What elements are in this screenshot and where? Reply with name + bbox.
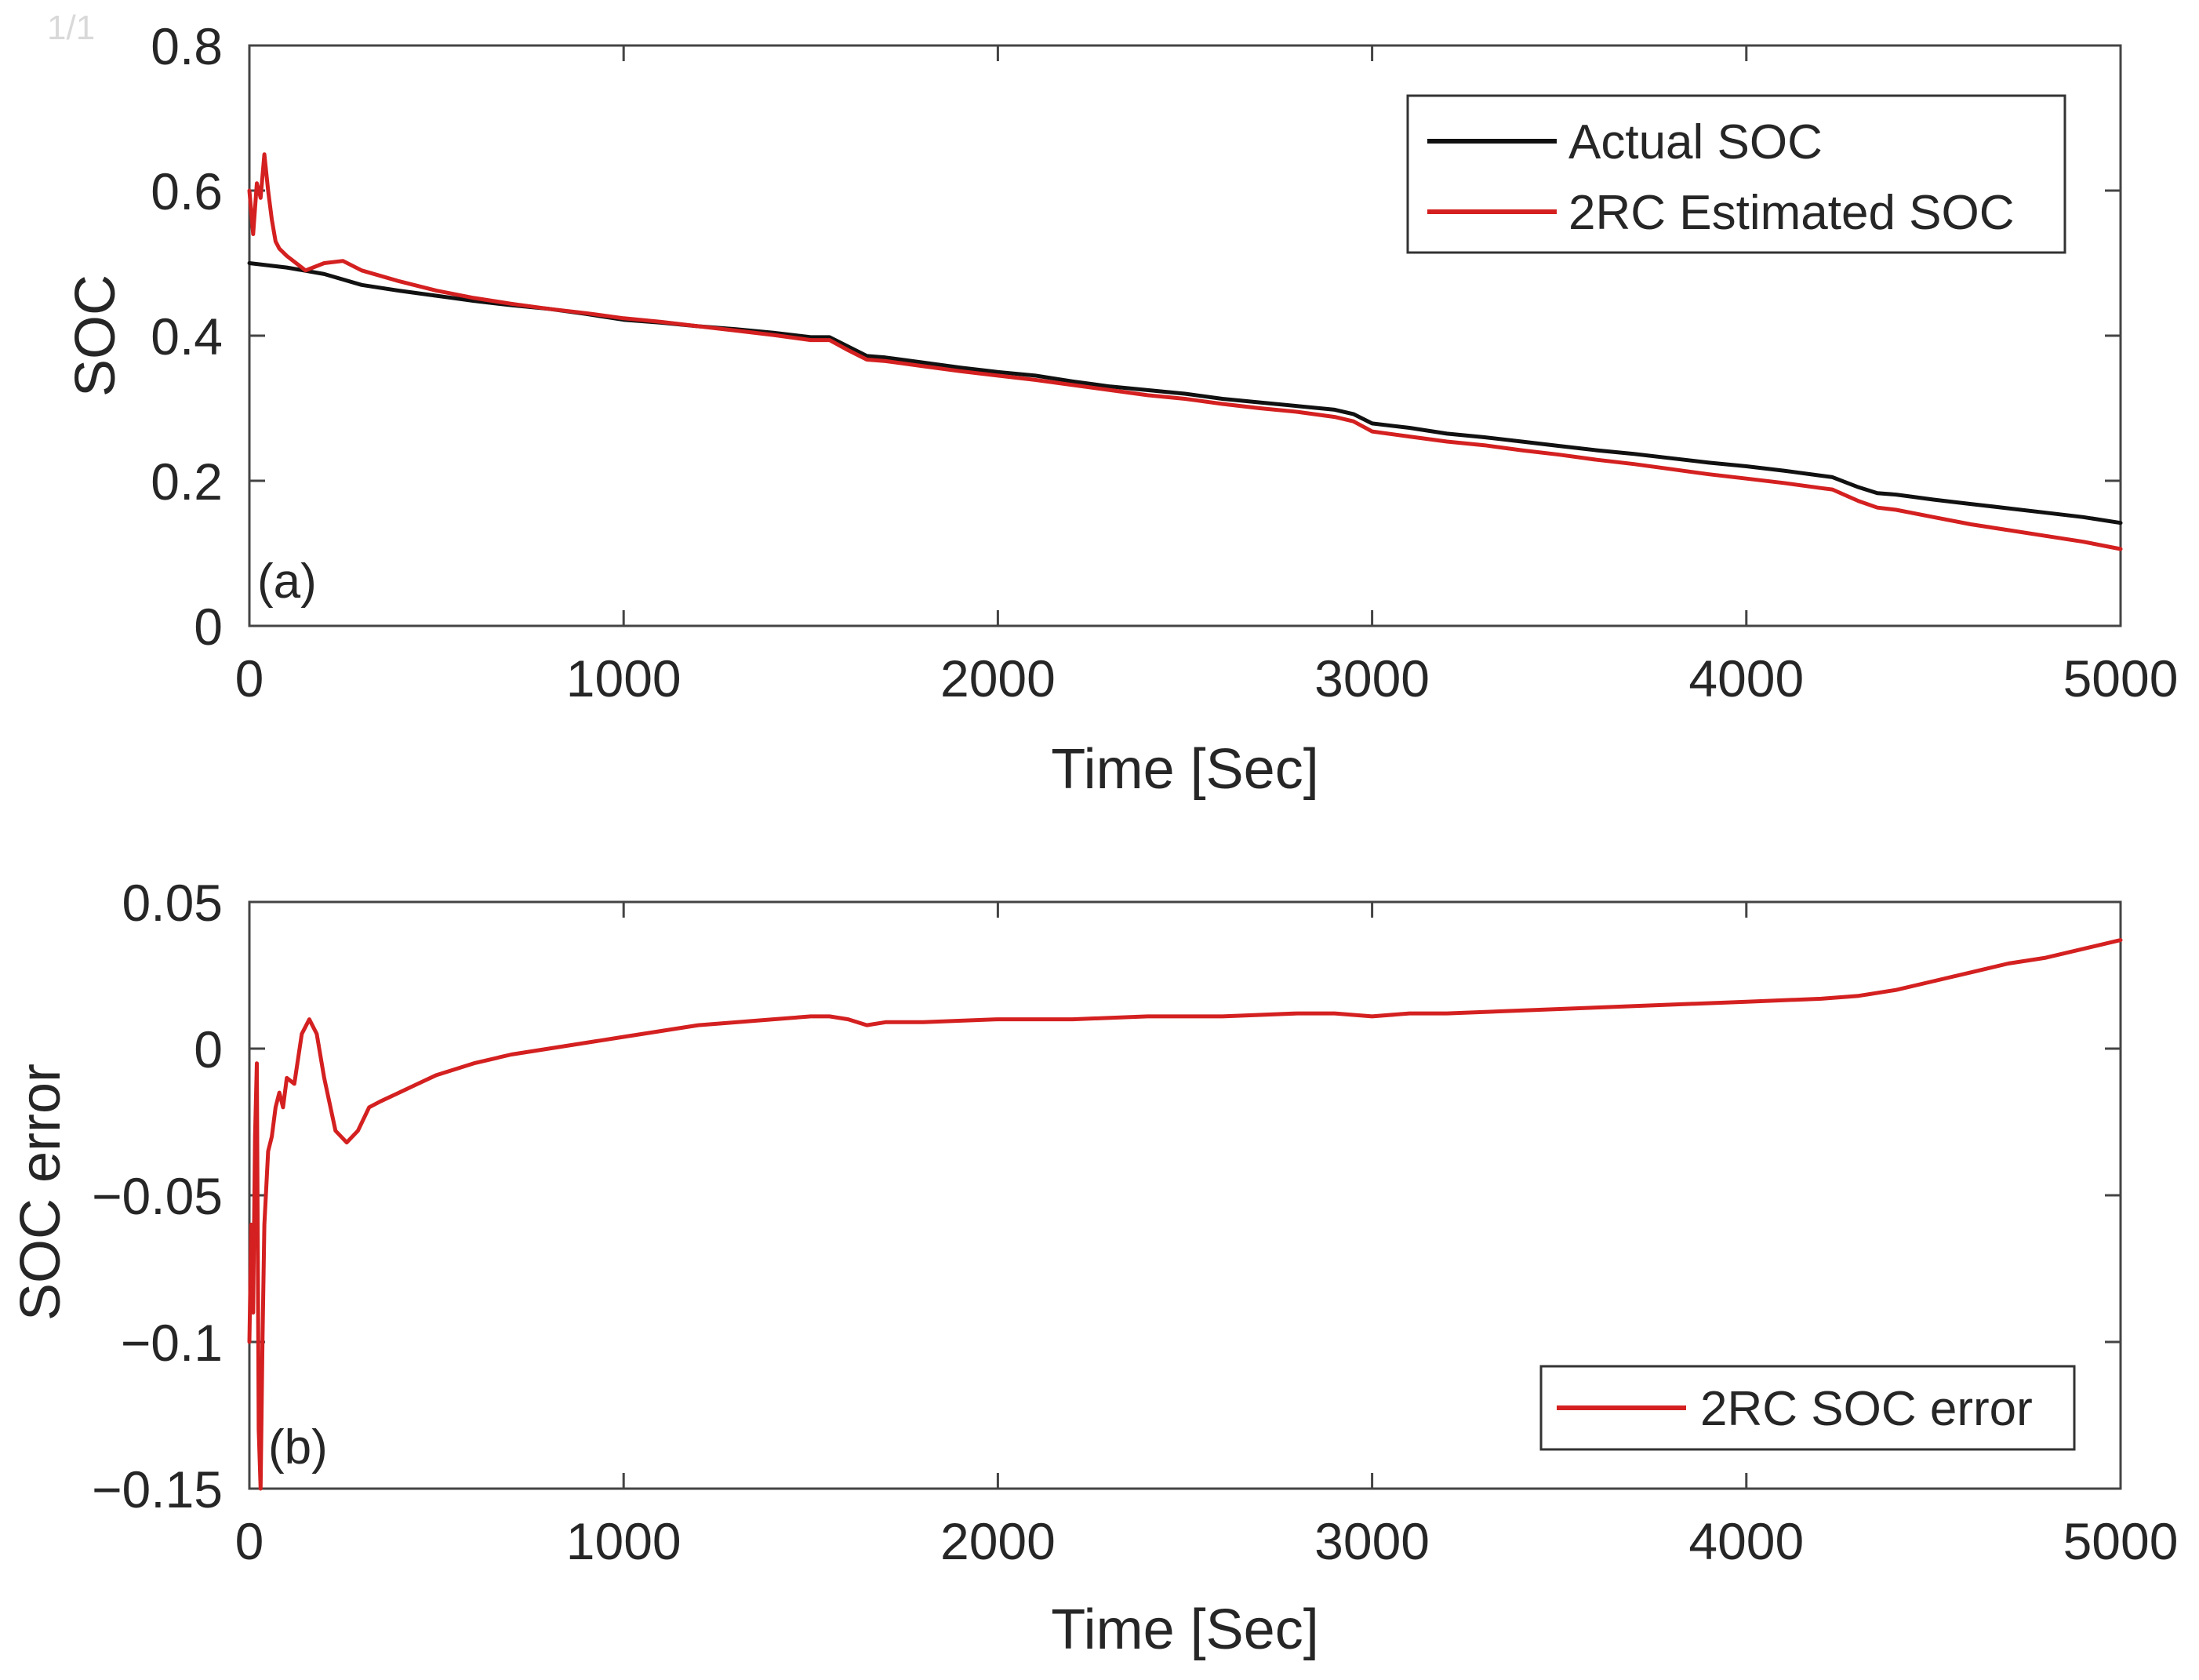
y-tick-label: 0 bbox=[194, 598, 223, 656]
y-tick-label: −0.1 bbox=[121, 1314, 223, 1372]
y-axis-label-b: SOC error bbox=[9, 1064, 72, 1321]
y-tick-label: −0.05 bbox=[92, 1167, 223, 1225]
series-lines-a bbox=[247, 152, 2123, 551]
y-tick-label: 0.2 bbox=[151, 453, 223, 511]
x-tick-label: 5000 bbox=[2063, 1512, 2179, 1570]
y-tick-label: 0.4 bbox=[151, 307, 223, 365]
x-tick-label: 1000 bbox=[566, 649, 682, 707]
legend-b: 2RC SOC error bbox=[1539, 1365, 2076, 1451]
x-tick-label: 2000 bbox=[940, 649, 1056, 707]
series-line-2rc-soc-error bbox=[247, 938, 2123, 1491]
x-axis-label-a: Time [Sec] bbox=[1051, 738, 1318, 801]
x-axis-label-b: Time [Sec] bbox=[1051, 1598, 1318, 1661]
axis-ticks-a: 0 1000 2000 3000 4000 5000 0 0.2 0.4 0.6 0.8 bbox=[151, 17, 2178, 707]
x-tick-label: 5000 bbox=[2063, 649, 2179, 707]
x-tick-label: 4000 bbox=[1688, 649, 1804, 707]
x-tick-label: 2000 bbox=[940, 1512, 1056, 1570]
y-tick-label: 0.6 bbox=[151, 162, 223, 220]
y-tick-label: 0.8 bbox=[151, 17, 223, 75]
y-tick-label: 0.05 bbox=[122, 874, 223, 932]
legend-label-actual-soc: Actual SOC bbox=[1568, 115, 1823, 169]
x-tick-label: 0 bbox=[235, 649, 264, 707]
legend-box-a bbox=[1406, 94, 2066, 254]
chart-panel-b: 0 1000 2000 3000 4000 5000 −0.15 −0.1 −0.05 0 0.05… bbox=[9, 874, 2178, 1661]
legend-box-b bbox=[1539, 1365, 2076, 1451]
series-lines-b bbox=[247, 938, 2123, 1491]
series-line-2rc-estimated-soc bbox=[247, 152, 2123, 551]
y-axis-label-a: SOC bbox=[64, 275, 127, 397]
y-tick-label: 0 bbox=[194, 1020, 223, 1078]
x-tick-label: 1000 bbox=[566, 1512, 682, 1570]
panel-label-a: (a) bbox=[257, 555, 317, 609]
panel-label-b: (b) bbox=[268, 1420, 328, 1475]
y-tick-label: −0.15 bbox=[92, 1460, 223, 1518]
x-tick-label: 3000 bbox=[1314, 1512, 1430, 1570]
page-marker: 1/1 bbox=[47, 9, 95, 47]
legend-a: Actual SOC 2RC Estimated SOC bbox=[1406, 94, 2066, 254]
axis-ticks-b: 0 1000 2000 3000 4000 5000 −0.15 −0.1 −0.05 0 0.05 bbox=[92, 874, 2178, 1570]
legend-label-soc-error: 2RC SOC error bbox=[1700, 1382, 2033, 1436]
x-tick-label: 0 bbox=[235, 1512, 264, 1570]
x-tick-label: 4000 bbox=[1688, 1512, 1804, 1570]
chart-panel-a: 0 1000 2000 3000 4000 5000 0 0.2 0.4 0.6 0.8 (a) T… bbox=[64, 17, 2178, 801]
legend-label-estimated-soc: 2RC Estimated SOC bbox=[1568, 186, 2015, 240]
x-tick-label: 3000 bbox=[1314, 649, 1430, 707]
